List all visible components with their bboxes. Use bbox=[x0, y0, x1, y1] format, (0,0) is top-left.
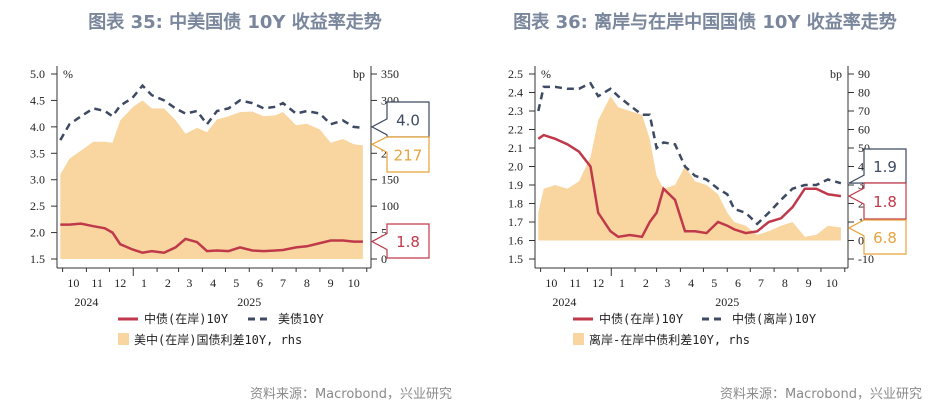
panel-us-china: 图表 35: 中美国债 10Y 收益率走势 5.0 4.5 4.0 3.5 3.0 2.5… bbox=[30, 12, 452, 402]
callout-box bbox=[847, 182, 907, 220]
callout-label: 6.8 bbox=[873, 229, 897, 247]
series-line-1 bbox=[59, 83, 364, 141]
y-tick-label-left: 1.5 bbox=[30, 252, 45, 266]
legend-label: 离岸-在岸中债利差10Y, rhs bbox=[589, 332, 750, 347]
x-tick-label: 6 bbox=[735, 276, 741, 290]
y-tick-label-left: 2.2 bbox=[508, 123, 523, 137]
year-label: 2025 bbox=[237, 295, 261, 309]
x-tick-label: 6 bbox=[257, 276, 263, 290]
y-tick-label-left: 2.4 bbox=[508, 86, 523, 100]
source-note: 资料来源：Macrobond，兴业研究 bbox=[719, 387, 922, 402]
x-tick-label: 8 bbox=[304, 276, 310, 290]
y-tick-label-left: 2.1 bbox=[508, 141, 523, 155]
x-tick-label: 10 bbox=[67, 276, 79, 290]
left-unit-label: % bbox=[541, 67, 551, 81]
legend-swatch-spread bbox=[573, 333, 584, 345]
right-unit-label: bp bbox=[830, 67, 842, 81]
y-tick-label-left: 4.5 bbox=[30, 93, 45, 107]
source-note: 资料来源：Macrobond，兴业研究 bbox=[249, 387, 452, 402]
legend-label: 中债(在岸)10Y bbox=[144, 311, 229, 326]
x-tick-label: 9 bbox=[328, 276, 334, 290]
left-unit-label: % bbox=[63, 67, 73, 81]
callout-label: 1.9 bbox=[873, 158, 897, 176]
y-tick-label-right: 150 bbox=[381, 173, 399, 187]
x-tick-label: 4 bbox=[688, 276, 694, 290]
callout-label: 1.8 bbox=[873, 193, 897, 211]
x-tick-label: 7 bbox=[280, 276, 286, 290]
series-line-0 bbox=[537, 133, 842, 239]
x-tick-label: 3 bbox=[664, 276, 670, 290]
year-label: 2024 bbox=[74, 295, 98, 309]
right-unit-label: bp bbox=[353, 67, 365, 81]
x-tick-label: 1 bbox=[141, 276, 147, 290]
year-label: 2024 bbox=[552, 295, 576, 309]
x-tick-label: 10 bbox=[826, 276, 838, 290]
x-tick-label: 11 bbox=[569, 276, 581, 290]
legend-swatch-spread bbox=[118, 333, 129, 345]
x-tick-label: 7 bbox=[758, 276, 764, 290]
y-tick-label-left: 4.0 bbox=[30, 120, 45, 134]
legend-label: 美债10Y bbox=[278, 312, 324, 326]
y-tick-label-right: -10 bbox=[858, 252, 874, 266]
x-tick-label: 12 bbox=[592, 276, 604, 290]
y-tick-label-left: 1.8 bbox=[508, 197, 523, 211]
y-tick-label-left: 2.0 bbox=[508, 160, 523, 174]
legend-label: 中债(离岸)10Y bbox=[732, 311, 817, 326]
x-tick-label: 12 bbox=[114, 276, 126, 290]
y-tick-label-left: 1.6 bbox=[508, 234, 523, 248]
series-line-0 bbox=[60, 222, 363, 254]
y-tick-label-right: 80 bbox=[858, 86, 870, 100]
chart-title: 图表 36: 离岸与在岸中国国债 10Y 收益率走势 bbox=[513, 12, 897, 33]
x-tick-label: 11 bbox=[91, 276, 103, 290]
y-tick-label-right: 0 bbox=[858, 234, 864, 248]
chart-us-china-10y: 5.04.54.03.53.02.52.01.53503002502001501… bbox=[30, 66, 430, 347]
x-tick-label: 5 bbox=[711, 276, 717, 290]
panel-offshore-onshore: 图表 36: 离岸与在岸中国国债 10Y 收益率走势 2.5 2.4 2.3 2.2 2… bbox=[470, 0, 940, 409]
x-tick-label: 5 bbox=[233, 276, 239, 290]
y-tick-label-right: 350 bbox=[381, 67, 399, 81]
callout-label: 1.8 bbox=[396, 233, 420, 251]
y-tick-label-right: 100 bbox=[381, 199, 399, 213]
chart-title: 图表 35: 中美国债 10Y 收益率走势 bbox=[88, 12, 382, 33]
y-tick-label-left: 2.5 bbox=[508, 67, 523, 81]
y-tick-label-left: 1.7 bbox=[508, 215, 523, 229]
y-tick-label-left: 3.5 bbox=[30, 146, 45, 160]
x-tick-label: 10 bbox=[545, 276, 557, 290]
year-label: 2025 bbox=[715, 295, 739, 309]
y-tick-label-right: 60 bbox=[858, 123, 870, 137]
y-tick-label-left: 5.0 bbox=[30, 67, 45, 81]
x-tick-label: 2 bbox=[643, 276, 649, 290]
y-tick-label-left: 2.5 bbox=[30, 199, 45, 213]
callout-label: 4.0 bbox=[396, 112, 420, 130]
legend-label: 美中(在岸)国债利差10Y, rhs bbox=[134, 332, 302, 347]
y-tick-label-right: 0 bbox=[381, 252, 387, 266]
x-tick-label: 10 bbox=[348, 276, 360, 290]
x-tick-label: 8 bbox=[782, 276, 788, 290]
y-tick-label-left: 2.3 bbox=[508, 104, 523, 118]
y-tick-label-left: 1.9 bbox=[508, 178, 523, 192]
y-tick-label-left: 3.0 bbox=[30, 173, 45, 187]
callout-box bbox=[370, 136, 430, 173]
x-tick-label: 4 bbox=[210, 276, 216, 290]
y-tick-label-left: 2.0 bbox=[30, 226, 45, 240]
y-tick-label-left: 1.5 bbox=[508, 252, 523, 266]
callout-box bbox=[847, 219, 907, 255]
x-tick-label: 1 bbox=[619, 276, 625, 290]
x-tick-label: 9 bbox=[806, 276, 812, 290]
spread-area bbox=[538, 96, 841, 241]
x-tick-label: 3 bbox=[186, 276, 192, 290]
series-line-1 bbox=[537, 81, 842, 226]
callout-box bbox=[370, 223, 430, 259]
spread-area bbox=[60, 100, 363, 260]
x-tick-label: 2 bbox=[165, 276, 171, 290]
callout-box bbox=[370, 101, 430, 138]
callout-label: 217 bbox=[394, 147, 423, 165]
y-tick-label-right: 70 bbox=[858, 104, 870, 118]
chart-offshore-onshore-10y: 2.52.42.32.22.12.01.91.81.71.61.59080706… bbox=[508, 66, 907, 347]
legend-label: 中债(在岸)10Y bbox=[599, 311, 684, 326]
y-tick-label-right: 90 bbox=[858, 67, 870, 81]
